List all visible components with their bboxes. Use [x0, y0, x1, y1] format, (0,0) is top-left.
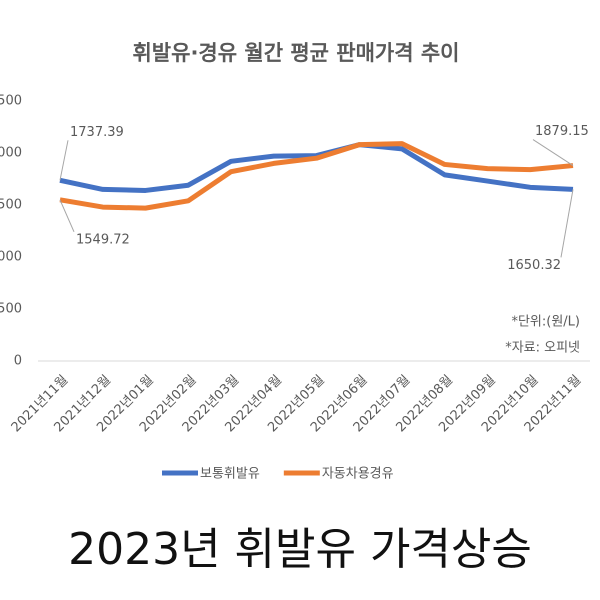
chart-title: 휘발유·경유 월간 평균 판매가격 추이 [132, 41, 459, 65]
y-tick-label: 1500 [0, 198, 22, 213]
annotation: *단위:(원/L) [511, 315, 580, 330]
legend-label: 보통휘발유 [200, 467, 260, 482]
y-tick-label: 1000 [0, 250, 22, 265]
series-line [59, 141, 574, 211]
data-label: 1549.72 [76, 232, 130, 247]
data-label: 1879.15 [535, 124, 589, 139]
y-tick-label: 2000 [0, 146, 22, 161]
data-label: 1650.32 [507, 258, 561, 273]
leader-line [532, 139, 574, 166]
annotation: *자료: 오피넷 [505, 341, 580, 356]
y-tick-label: 500 [0, 302, 22, 317]
leader-line [59, 199, 75, 233]
caption: 2023년 휘발유 가격상승 [68, 524, 532, 575]
leader-line [59, 140, 69, 181]
data-label: 1737.39 [70, 125, 124, 140]
y-tick-label: 0 [14, 354, 22, 369]
y-tick-label: 2500 [0, 94, 22, 109]
leader-line [560, 189, 574, 258]
legend-label: 자동차용경유 [322, 467, 394, 482]
